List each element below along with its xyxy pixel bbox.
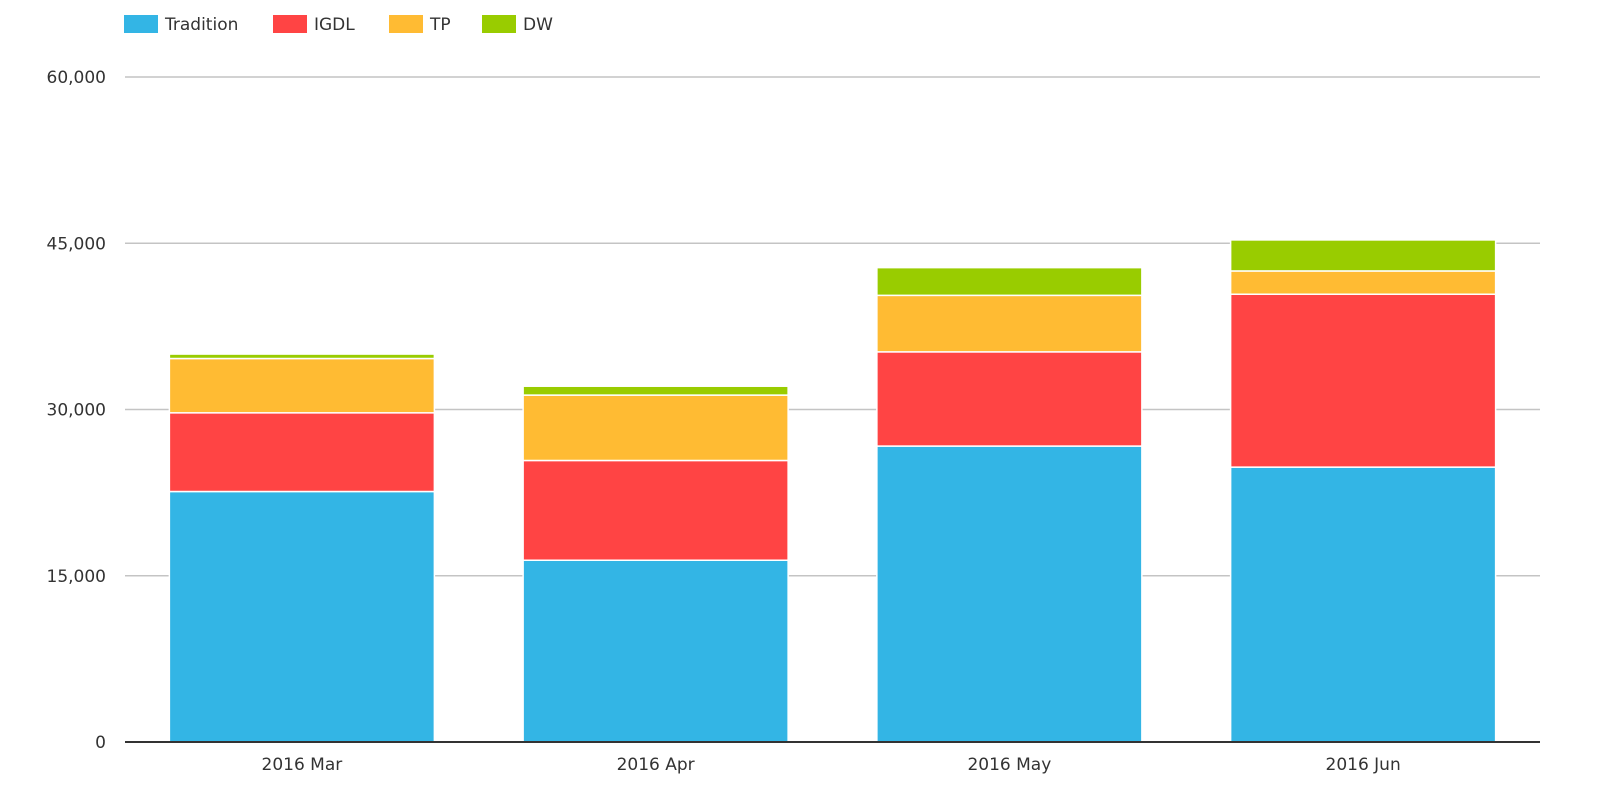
x-tick-label: 2016 Apr: [617, 755, 695, 775]
bar-segment-dw: [522, 385, 789, 396]
x-axis-tick-labels: 2016 Mar 2016 Apr 2016 May 2016 Jun: [262, 755, 1401, 775]
legend-item-tradition[interactable]: Tradition: [124, 15, 238, 35]
y-tick-label: 15,000: [47, 567, 106, 587]
bar-segment-dw: [168, 353, 436, 360]
x-tick-label: 2016 Jun: [1326, 755, 1401, 775]
legend-item-tp[interactable]: TP: [389, 15, 451, 35]
bar-stack: [876, 266, 1143, 743]
legend-swatch: [124, 15, 158, 33]
y-axis-tick-labels: 0 15,000 30,000 45,000 60,000: [47, 68, 106, 753]
bar-segment-igdl: [168, 412, 436, 493]
legend-swatch: [273, 15, 307, 33]
legend-label: DW: [523, 15, 553, 35]
bar-segment-tradition: [1229, 466, 1497, 743]
legend-swatch: [389, 15, 423, 33]
bar-segment-tp: [522, 394, 789, 462]
bar-segment-tradition: [168, 490, 436, 743]
bar-segment-tp: [168, 357, 436, 414]
bar-stack: [168, 353, 436, 743]
bar-stacks: [168, 239, 1497, 743]
bar-segment-igdl: [1229, 293, 1497, 468]
bar-segment-igdl: [876, 351, 1143, 447]
bar-stack: [522, 385, 789, 743]
bar-segment-tradition: [876, 445, 1143, 743]
legend-label: Tradition: [164, 15, 238, 35]
bar-segment-igdl: [522, 459, 789, 561]
bar-stack: [1229, 239, 1497, 743]
legend-swatch: [482, 15, 516, 33]
bar-segment-tradition: [522, 559, 789, 743]
legend-label: TP: [429, 15, 451, 35]
bar-segment-tp: [876, 294, 1143, 353]
x-tick-label: 2016 Mar: [262, 755, 343, 775]
bar-segment-dw: [1229, 239, 1497, 272]
x-tick-label: 2016 May: [967, 755, 1051, 775]
y-tick-label: 30,000: [47, 401, 106, 421]
bar-segment-dw: [876, 266, 1143, 297]
legend-label: IGDL: [314, 15, 355, 35]
bar-segment-tp: [1229, 270, 1497, 295]
legend-item-igdl[interactable]: IGDL: [273, 15, 355, 35]
y-tick-label: 60,000: [47, 68, 106, 88]
legend-item-dw[interactable]: DW: [482, 15, 553, 35]
y-tick-label: 45,000: [47, 234, 106, 254]
chart-legend: Tradition IGDL TP DW: [124, 15, 553, 35]
y-tick-label: 0: [95, 733, 106, 753]
